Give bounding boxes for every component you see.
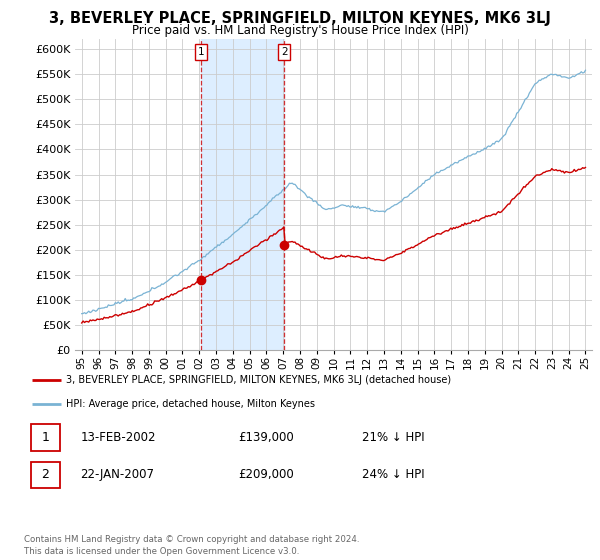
Text: Contains HM Land Registry data © Crown copyright and database right 2024.
This d: Contains HM Land Registry data © Crown c… [24,535,359,556]
Text: 13-FEB-2002: 13-FEB-2002 [80,431,156,444]
Text: £209,000: £209,000 [238,468,294,482]
FancyBboxPatch shape [31,461,60,488]
FancyBboxPatch shape [31,424,60,451]
Text: 21% ↓ HPI: 21% ↓ HPI [362,431,425,444]
Text: £139,000: £139,000 [238,431,294,444]
Text: 3, BEVERLEY PLACE, SPRINGFIELD, MILTON KEYNES, MK6 3LJ: 3, BEVERLEY PLACE, SPRINGFIELD, MILTON K… [49,11,551,26]
Text: 2: 2 [41,468,49,482]
Text: 24% ↓ HPI: 24% ↓ HPI [362,468,425,482]
Text: 1: 1 [41,431,49,444]
Text: 2: 2 [281,47,287,57]
Text: 22-JAN-2007: 22-JAN-2007 [80,468,154,482]
Text: 1: 1 [197,47,204,57]
Text: Price paid vs. HM Land Registry's House Price Index (HPI): Price paid vs. HM Land Registry's House … [131,24,469,36]
Bar [201,39,284,350]
Text: HPI: Average price, detached house, Milton Keynes: HPI: Average price, detached house, Milt… [66,399,316,409]
Text: 3, BEVERLEY PLACE, SPRINGFIELD, MILTON KEYNES, MK6 3LJ (detached house): 3, BEVERLEY PLACE, SPRINGFIELD, MILTON K… [66,375,451,385]
